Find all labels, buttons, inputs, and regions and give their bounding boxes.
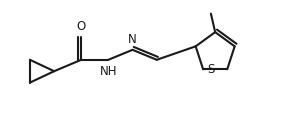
Text: O: O [77, 20, 86, 33]
Text: N: N [128, 33, 137, 46]
Text: S: S [207, 63, 214, 76]
Text: NH: NH [99, 65, 117, 78]
